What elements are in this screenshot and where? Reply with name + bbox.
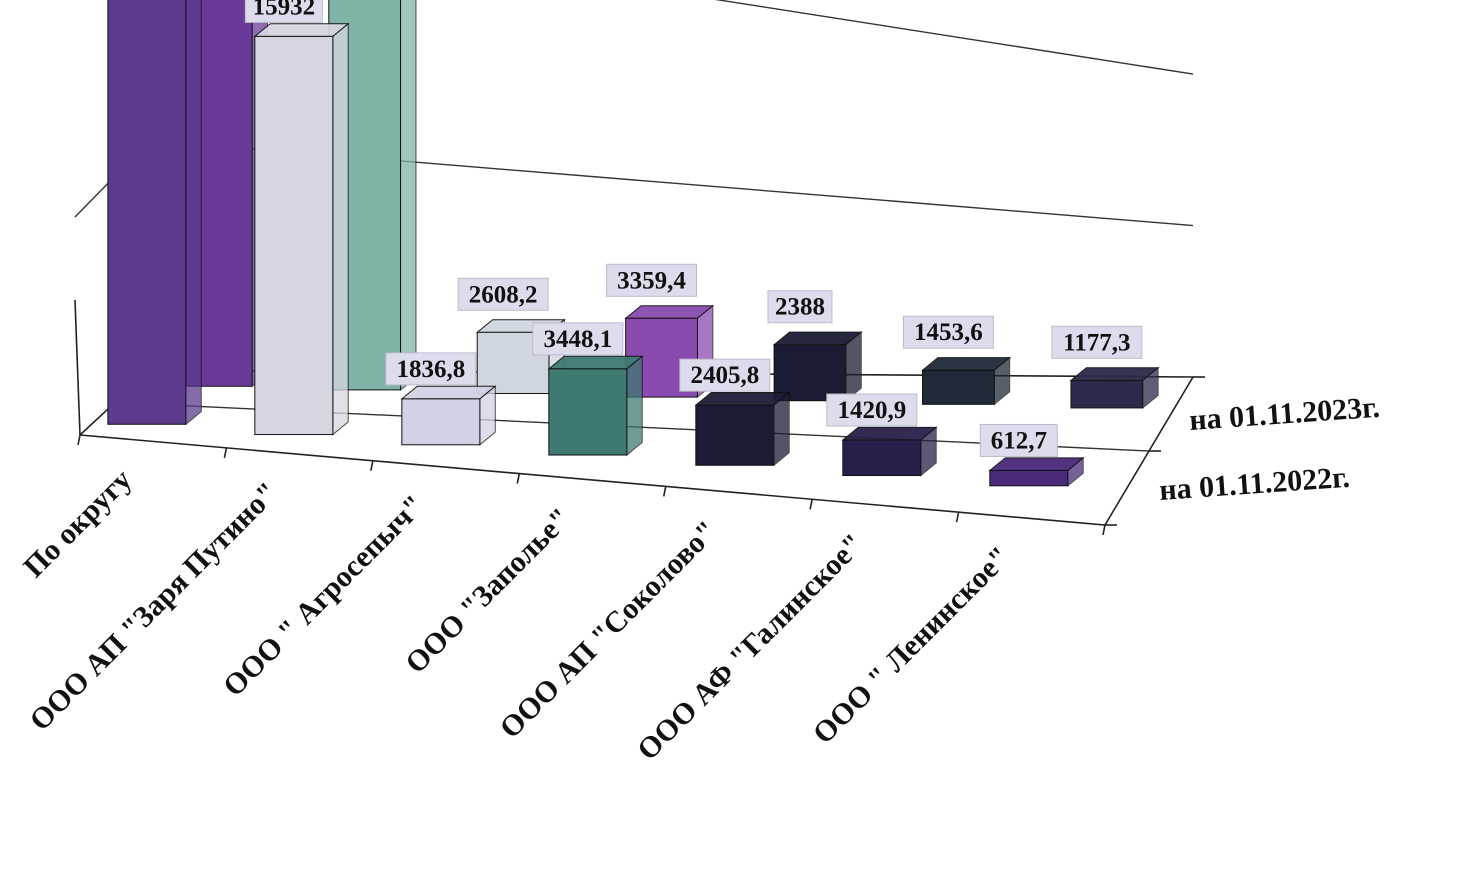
- x-tick: [370, 460, 374, 471]
- data-label-2022-3: 3448,1: [532, 322, 624, 356]
- data-labels: 30843,319856,82608,23359,423881453,61177…: [244, 0, 1143, 457]
- svg-text:2405,8: 2405,8: [690, 362, 759, 389]
- bar-2022-6: [988, 456, 1085, 487]
- data-label-2023-2: 2608,2: [457, 277, 549, 311]
- x-tick: [516, 473, 521, 484]
- svg-text:3448,1: 3448,1: [543, 326, 612, 353]
- data-label-2023-5: 1453,6: [902, 315, 994, 349]
- category-label-0: По округу: [17, 463, 138, 584]
- bar-2023-4: [772, 331, 863, 402]
- category-label-3: ООО "Заполье": [399, 502, 577, 680]
- bar-2022-0: [107, 0, 202, 426]
- bar-2022-3: [547, 355, 644, 457]
- svg-text:15932: 15932: [253, 0, 316, 20]
- bar-2022-5: [841, 426, 938, 477]
- x-tick: [223, 447, 228, 459]
- svg-text:1836,8: 1836,8: [396, 356, 465, 383]
- data-label-2022-5: 1420,9: [826, 393, 918, 427]
- legend: на 01.11.2023г. на 01.11.2022г.: [1158, 391, 1381, 507]
- legend-series-2023: на 01.11.2023г.: [1188, 391, 1381, 437]
- svg-text:2608,2: 2608,2: [469, 281, 538, 308]
- data-label-2022-1: 15932: [244, 0, 323, 23]
- bar-2022-4: [694, 391, 791, 467]
- data-label-2022-4: 2405,8: [679, 358, 771, 392]
- bars: [107, 0, 1160, 487]
- x-tick: [77, 434, 81, 446]
- svg-text:3359,4: 3359,4: [617, 267, 686, 294]
- x-tick: [955, 511, 960, 523]
- bar-2022-2: [400, 385, 497, 446]
- bar-2022-1: [253, 22, 350, 436]
- x-tick: [662, 486, 667, 497]
- data-label-2023-3: 3359,4: [606, 263, 698, 297]
- svg-text:2388: 2388: [775, 294, 825, 321]
- bar-2023-6: [1069, 366, 1160, 409]
- data-label-2023-6: 1177,3: [1051, 325, 1143, 359]
- bar-2023-5: [921, 356, 1012, 406]
- gridline-20000: [714, 0, 1194, 75]
- svg-text:612,7: 612,7: [991, 427, 1047, 454]
- legend-series-2022: на 01.11.2022г.: [1158, 461, 1351, 507]
- front-left-edge: [74, 299, 81, 436]
- data-label-2022-6: 612,7: [979, 423, 1058, 457]
- svg-text:1177,3: 1177,3: [1063, 329, 1130, 356]
- x-tick: [1102, 524, 1106, 536]
- svg-text:1420,9: 1420,9: [837, 397, 906, 424]
- svg-text:1453,6: 1453,6: [914, 319, 983, 346]
- data-label-2023-4: 2388: [767, 290, 833, 324]
- data-label-2022-2: 1836,8: [385, 352, 477, 386]
- x-tick: [809, 499, 813, 510]
